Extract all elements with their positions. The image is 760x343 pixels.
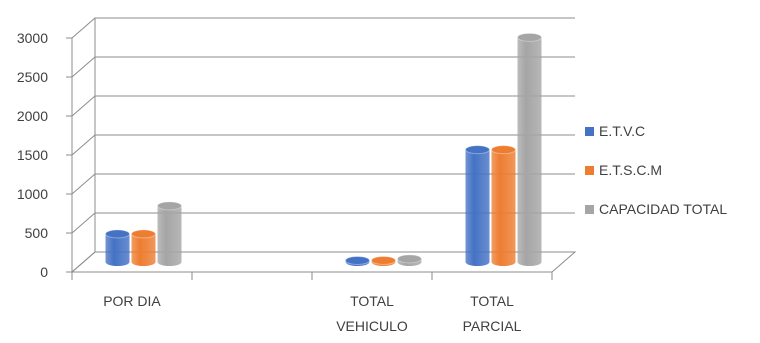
bar-top: [345, 255, 370, 265]
legend-swatch: [585, 205, 594, 214]
bar: [157, 201, 182, 266]
bar: [397, 254, 422, 266]
bar: [371, 255, 396, 266]
axis-labels: 0 500 1000 1500 2000 2500 3000 POR DIA TOTAL VEHI…: [17, 30, 522, 334]
y-tick-label: 3000: [17, 30, 48, 46]
bar: [465, 145, 490, 266]
bar-top: [465, 145, 490, 155]
bar-top: [371, 255, 396, 265]
category-label: PARCIAL: [463, 318, 522, 334]
bar-top: [397, 254, 422, 264]
legend: E.T.V.C E.T.S.C.M CAPACIDAD TOTAL: [585, 123, 727, 217]
y-tick-label: 500: [25, 225, 49, 241]
gridline: [66, 95, 575, 117]
bar-top: [491, 145, 516, 155]
legend-item: E.T.S.C.M: [585, 162, 662, 178]
bar-top: [157, 201, 182, 211]
bar-top: [517, 32, 542, 42]
chart-floor: [70, 251, 577, 280]
gridline: [66, 134, 575, 156]
bar-body: [105, 233, 130, 266]
legend-label: E.T.S.C.M: [599, 162, 662, 178]
bar-body: [491, 149, 516, 266]
legend-swatch: [585, 127, 594, 136]
gridline: [66, 17, 575, 39]
bar-body: [517, 37, 542, 266]
bar-top: [131, 229, 156, 239]
bars: [105, 32, 542, 266]
bar: [491, 145, 516, 266]
y-tick-label: 2000: [17, 108, 48, 124]
y-tick-label: 1500: [17, 147, 48, 163]
gridline: [66, 173, 575, 195]
category-label: VEHICULO: [336, 318, 408, 334]
bar: [345, 255, 370, 266]
floor-plane: [70, 251, 577, 273]
bar: [131, 229, 156, 266]
gridline: [66, 212, 575, 234]
legend-label: CAPACIDAD TOTAL: [599, 201, 727, 217]
bar-top: [105, 229, 130, 239]
legend-item: CAPACIDAD TOTAL: [585, 201, 727, 217]
legend-item: E.T.V.C: [585, 123, 645, 139]
bar-body: [157, 205, 182, 266]
gridline: [66, 56, 575, 78]
category-label: POR DIA: [103, 293, 161, 309]
y-tick-label: 0: [40, 264, 48, 280]
gridlines: [66, 17, 575, 273]
legend-swatch: [585, 166, 594, 175]
category-label: TOTAL: [470, 293, 514, 309]
legend-label: E.T.V.C: [599, 123, 645, 139]
bar-body: [131, 233, 156, 266]
y-tick-label: 1000: [17, 186, 48, 202]
bar: [105, 229, 130, 266]
category-label: TOTAL: [350, 293, 394, 309]
bar: [517, 32, 542, 266]
bar-body: [465, 149, 490, 266]
y-tick-label: 2500: [17, 69, 48, 85]
